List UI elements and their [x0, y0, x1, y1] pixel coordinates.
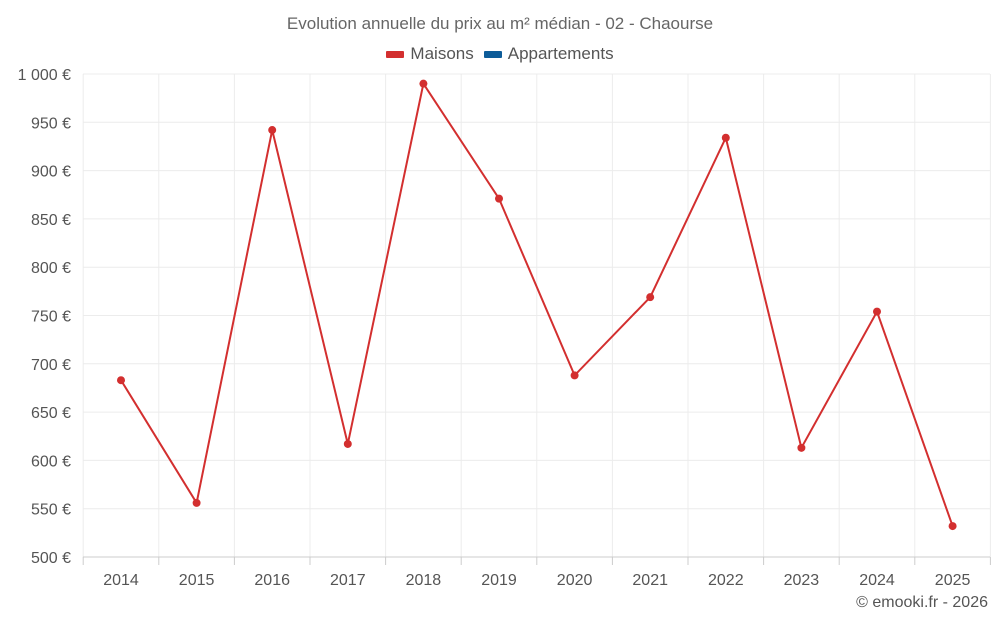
data-point-2014[interactable]	[117, 376, 125, 385]
data-point-2023[interactable]	[797, 443, 806, 452]
x-tick-label: 2020	[557, 572, 593, 589]
x-tick-label: 2018	[406, 572, 442, 589]
legend-item-appartements[interactable]: Appartements	[483, 44, 614, 64]
y-tick-label: 800 €	[31, 260, 71, 277]
legend-swatch-maisons	[386, 50, 405, 58]
x-tick-label: 2022	[708, 572, 744, 589]
credit-text: © emooki.fr - 2026	[856, 594, 988, 611]
chart-title: Evolution annuelle du prix au m² médian …	[286, 14, 714, 33]
x-tick-label: 2024	[859, 572, 895, 589]
series-line-maisons	[120, 81, 954, 527]
x-tick-label: 2017	[330, 572, 366, 589]
x-tick-label: 2025	[935, 572, 971, 589]
x-tick-label: 2014	[103, 572, 139, 589]
y-tick-label: 700 €	[31, 357, 71, 374]
data-point-2019[interactable]	[495, 194, 503, 203]
x-tick-label: 2016	[254, 572, 290, 589]
legend-label-appartements: Appartements	[507, 44, 614, 63]
data-point-2021[interactable]	[646, 293, 655, 302]
x-tick-label: 2023	[784, 572, 820, 589]
series-layer	[117, 79, 957, 531]
data-point-2020[interactable]	[570, 371, 579, 380]
axes: 500 € 550 € 600 € 650 € 700 € 750 € 800 € 850 €…	[18, 67, 991, 589]
y-tick-label: 850 €	[31, 212, 71, 229]
x-tick-label: 2019	[481, 572, 517, 589]
legend-item-maisons[interactable]: Maisons	[386, 44, 474, 64]
x-tick-label: 2015	[179, 572, 215, 589]
data-point-2024[interactable]	[873, 307, 881, 316]
data-point-2022[interactable]	[721, 133, 730, 142]
y-tick-label: 950 €	[31, 115, 71, 132]
y-tick-label: 550 €	[31, 502, 71, 519]
data-point-2018[interactable]	[419, 79, 428, 88]
legend-swatch-appartements	[483, 50, 502, 58]
data-point-2016[interactable]	[268, 126, 277, 135]
y-tick-label: 750 €	[31, 309, 71, 326]
data-point-2025[interactable]	[948, 522, 957, 531]
data-point-2015[interactable]	[192, 498, 201, 507]
data-point-2017[interactable]	[343, 439, 352, 448]
grid	[82, 73, 991, 558]
y-tick-label: 500 €	[31, 550, 71, 567]
y-tick-label: 600 €	[31, 453, 71, 470]
y-tick-label: 900 €	[31, 164, 71, 181]
y-tick-label: 650 €	[31, 405, 71, 422]
y-tick-label: 1 000 €	[18, 67, 71, 84]
x-tick-label: 2021	[632, 572, 668, 589]
legend: Maisons Appartements	[0, 44, 1000, 64]
legend-label-maisons: Maisons	[410, 44, 474, 63]
